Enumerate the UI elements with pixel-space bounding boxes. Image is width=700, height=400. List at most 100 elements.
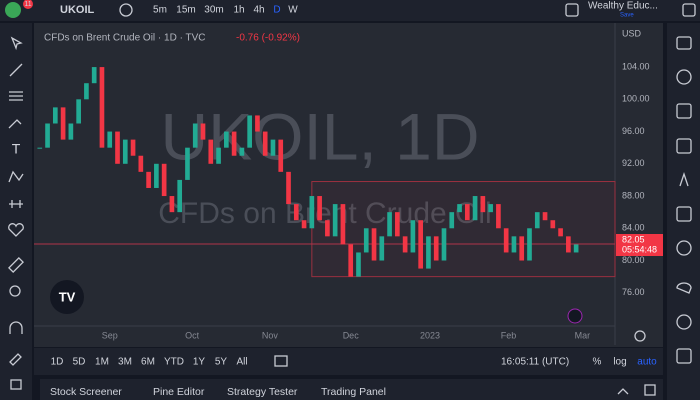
candle [192,123,198,148]
interval-button[interactable]: 4h [253,5,264,16]
last-price-label: 82.05 [622,234,645,244]
candle [91,67,97,84]
chart-pane [34,23,663,347]
candle [216,147,221,164]
interval-button[interactable]: 30m [204,5,223,16]
candle [130,139,136,156]
symbol[interactable]: UKOIL [60,4,95,16]
panel-tab[interactable]: Pine Editor [153,386,205,398]
candle [286,171,291,205]
candle [542,212,548,221]
range-button[interactable]: YTD [164,357,184,368]
interval-button[interactable]: 5m [153,5,167,16]
candle [488,204,493,213]
candle [503,228,509,253]
maximize-icon[interactable] [644,384,656,396]
scale-option[interactable]: auto [637,357,657,368]
lock-tool[interactable] [9,353,22,366]
range-button[interactable]: 1Y [193,357,206,368]
zoom-tool[interactable] [9,285,21,297]
interval-button[interactable]: D [273,5,280,16]
candle [395,212,400,237]
text-tool[interactable]: T [12,141,21,157]
notifications-icon[interactable] [676,348,692,364]
x-tick-label: Sep [102,330,118,340]
settings-icon[interactable] [634,330,646,342]
brush-tool[interactable] [8,119,22,129]
help-icon[interactable] [676,314,692,330]
interval-button[interactable]: 1h [233,5,244,16]
candle [511,236,517,253]
candle [426,236,431,269]
tv-logo-mark: TV [59,289,76,304]
hide-tool[interactable] [10,379,22,390]
news-icon[interactable] [676,103,692,119]
menu-icon[interactable] [682,3,696,17]
candle [293,204,299,221]
collapse-icon[interactable] [617,388,629,395]
candle [278,139,284,172]
save[interactable]: Save [620,13,634,19]
scale-option[interactable]: % [593,357,602,368]
candle [68,123,74,140]
y-tick-label: 92.00 [622,158,645,168]
scale-option[interactable]: log [613,357,626,368]
range-button[interactable]: 5D [73,357,86,368]
interval-button[interactable]: W [288,5,298,16]
add-symbol[interactable] [119,3,133,17]
calendar-icon[interactable] [676,138,692,154]
cursor-tool[interactable] [10,36,23,51]
ideas-icon[interactable] [679,171,689,187]
layout-icon[interactable] [565,3,579,17]
candle [332,204,338,237]
candle [146,171,151,188]
panel-tab[interactable]: Stock Screener [50,386,122,398]
trend-line-tool[interactable] [9,63,23,77]
fib-tool[interactable] [9,91,23,101]
panel-tab[interactable]: Trading Panel [321,386,386,398]
date-range-icon[interactable] [274,355,288,367]
range-button[interactable]: 1D [51,357,64,368]
badge-count: 11 [24,1,31,8]
watchlist-icon[interactable] [676,36,692,50]
candle [169,196,175,213]
candle [340,204,346,245]
chat-icon[interactable] [676,282,692,294]
candle [239,147,245,156]
y-tick-label: 80.00 [622,255,645,265]
candle [356,252,361,277]
currency[interactable]: USD [622,28,642,38]
range-button[interactable]: 5Y [215,357,228,368]
left-toolbar [0,23,32,400]
pattern-tool[interactable] [8,170,24,183]
range-button[interactable]: All [236,357,247,368]
apps-icon[interactable] [676,206,692,222]
events-icon[interactable] [567,308,583,324]
x-tick-label: Oct [185,330,200,340]
range-button[interactable]: 1M [95,357,109,368]
candle [496,204,501,229]
candle [433,236,439,261]
candle [76,99,81,124]
panel-tab[interactable]: Strategy Tester [227,386,298,398]
candle [161,163,167,197]
streams-icon[interactable] [676,240,692,256]
measure-tool[interactable] [9,200,23,208]
favorites-tool[interactable] [8,223,24,237]
candle [348,244,354,277]
range-button[interactable]: 6M [141,357,155,368]
magnet-tool[interactable] [9,321,23,334]
range-box [311,181,616,278]
candle [255,115,260,132]
tv-logo[interactable] [50,280,84,314]
interval-button[interactable]: 15m [176,5,195,16]
alerts-icon[interactable] [676,69,692,85]
avatar[interactable] [5,2,21,18]
candle [480,196,486,213]
chart-legend: CFDs on Brent Crude Oil · 1D · TVC [44,33,206,44]
range-button[interactable]: 3M [118,357,132,368]
candle [84,83,89,100]
y-tick-label: 76.00 [622,287,645,297]
account[interactable]: Wealthy Educ... [588,1,658,12]
ruler-tool[interactable] [8,257,24,273]
